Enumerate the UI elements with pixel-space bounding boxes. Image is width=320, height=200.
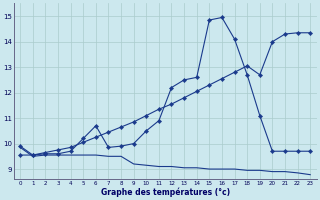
X-axis label: Graphe des températures (°c): Graphe des températures (°c) — [100, 187, 230, 197]
